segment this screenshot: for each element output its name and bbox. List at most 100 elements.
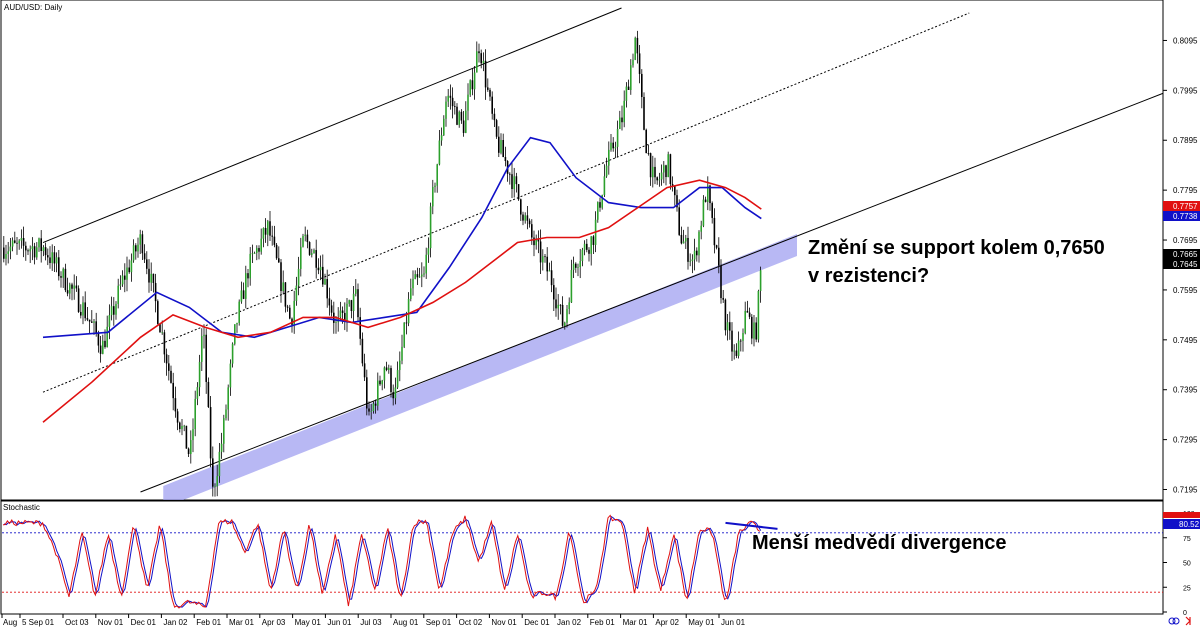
- candle-body: [520, 199, 522, 215]
- candle-body: [630, 65, 632, 91]
- candle: [319, 255, 322, 281]
- time-tick-label: Jan 02: [557, 618, 582, 627]
- price-tick-label: 0.7895: [1173, 136, 1198, 145]
- candle-body: [456, 106, 458, 125]
- candle: [493, 108, 496, 128]
- stochastic-tick-label: 50: [1183, 561, 1191, 568]
- candle: [632, 53, 634, 68]
- candle: [198, 354, 201, 397]
- candle: [555, 287, 557, 317]
- candle-body: [146, 259, 148, 269]
- time-tick-label: Nov 01: [98, 618, 124, 627]
- candle-body: [5, 254, 7, 259]
- candle-body: [682, 241, 685, 244]
- candle: [148, 259, 150, 293]
- candle-body: [656, 177, 658, 181]
- candle: [253, 251, 256, 254]
- candle-body: [586, 243, 588, 250]
- candle-body: [599, 202, 601, 208]
- price-tick-label: 0.7295: [1173, 436, 1198, 445]
- candle: [157, 299, 159, 325]
- candle: [495, 118, 498, 139]
- candle: [513, 167, 515, 198]
- candle: [236, 322, 238, 333]
- time-axis: Aug 5 Sep 01 Oct 03 Nov 01 Dec 01 Jan 02 Feb 0…: [1, 614, 746, 627]
- candle: [317, 258, 320, 275]
- candle: [18, 239, 20, 250]
- candle-body: [465, 110, 467, 133]
- candle-body: [247, 273, 249, 279]
- candle-body: [522, 214, 524, 221]
- candle: [311, 248, 313, 258]
- candle: [216, 464, 218, 497]
- candle: [425, 247, 427, 279]
- candle: [491, 91, 493, 120]
- candle: [465, 101, 467, 134]
- candle-body: [447, 95, 449, 102]
- candle-body: [99, 345, 102, 354]
- candle: [724, 298, 727, 336]
- candle-body: [374, 403, 377, 406]
- candle-body: [104, 340, 106, 348]
- candle-body: [143, 253, 146, 260]
- candle: [102, 334, 104, 355]
- candle-body: [319, 266, 322, 271]
- candle: [73, 274, 75, 300]
- candle: [192, 418, 194, 453]
- candle-body: [577, 267, 579, 268]
- candle-body: [183, 425, 185, 427]
- candle-body: [660, 172, 663, 180]
- candle: [11, 237, 14, 252]
- candle: [671, 176, 674, 192]
- price-axis: 0.8095 0.7995 0.7895 0.7795 0.7695 0.7595 0.74…: [1163, 36, 1200, 495]
- candle: [421, 262, 423, 288]
- time-tick-label: Jun 01: [327, 618, 352, 627]
- candle-body: [709, 185, 711, 204]
- candle-body: [473, 72, 476, 90]
- candle: [58, 249, 60, 281]
- candle: [75, 276, 78, 292]
- candle-body: [698, 231, 700, 256]
- candle-body: [731, 330, 733, 352]
- time-tick-label: Jun 01: [721, 618, 746, 627]
- candle: [447, 88, 449, 107]
- candle: [526, 205, 529, 230]
- candle: [168, 354, 170, 381]
- price-label-text: 0.7757: [1173, 202, 1198, 211]
- candle-body: [603, 176, 606, 196]
- time-tick-label: 5 Sep 01: [22, 618, 55, 627]
- candle: [451, 87, 454, 119]
- candle: [280, 259, 282, 303]
- candle-body: [383, 367, 386, 381]
- candle-body: [77, 288, 80, 312]
- candle-body: [165, 354, 168, 364]
- candle: [231, 342, 234, 368]
- candle: [713, 208, 716, 254]
- candle-body: [645, 129, 647, 154]
- candle-body: [390, 368, 392, 393]
- candle: [680, 226, 683, 245]
- candle-body: [282, 282, 284, 292]
- candle-body: [509, 173, 511, 175]
- candle: [385, 361, 388, 372]
- candle: [271, 225, 273, 246]
- time-tick-label: Apr 03: [262, 618, 286, 627]
- candle: [113, 297, 115, 326]
- price-label-text: 0.7665: [1173, 250, 1198, 259]
- candle-body: [214, 486, 216, 488]
- candle: [284, 282, 287, 313]
- candle-body: [84, 302, 86, 319]
- candle: [27, 248, 29, 256]
- candle: [137, 237, 139, 258]
- candle-body: [729, 322, 731, 331]
- candle-body: [159, 323, 161, 333]
- candle-body: [196, 387, 199, 399]
- candle-body: [579, 261, 581, 268]
- candle: [460, 109, 463, 124]
- candle: [22, 226, 25, 258]
- candle: [533, 230, 535, 257]
- time-tick-label: Mar 01: [623, 618, 648, 627]
- candle: [379, 375, 381, 386]
- candle-body: [203, 334, 205, 337]
- candle-body: [381, 380, 383, 385]
